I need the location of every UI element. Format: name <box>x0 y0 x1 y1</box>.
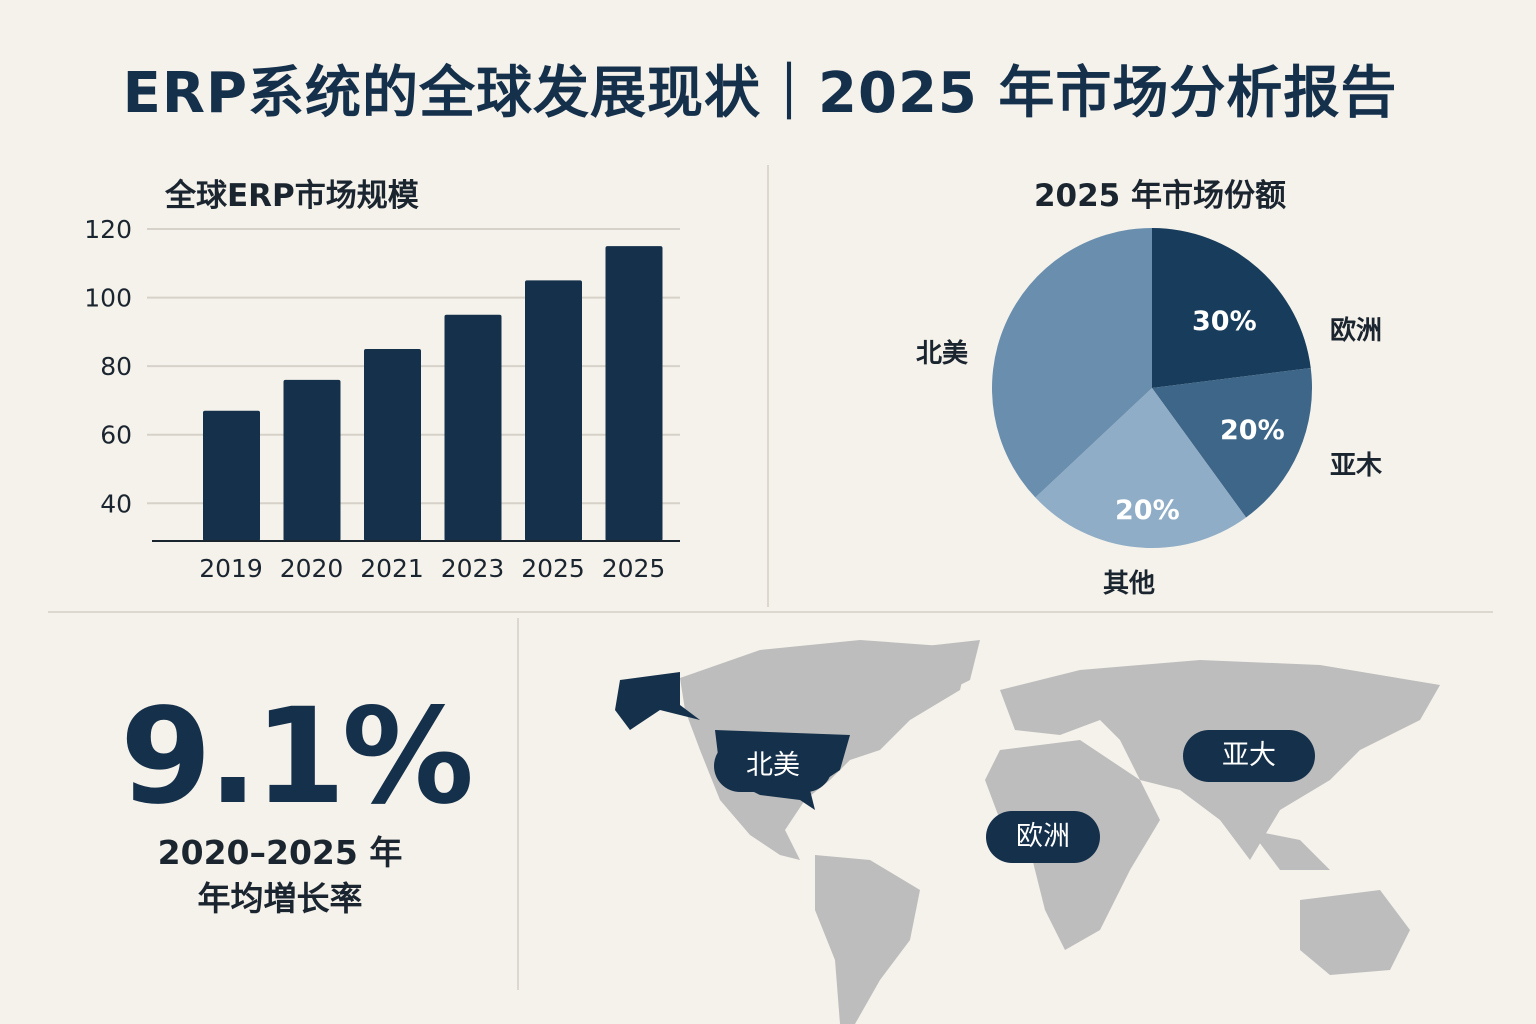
map-pill-north-america: 北美 <box>714 740 832 792</box>
pie-chart <box>992 228 1313 549</box>
pie-label-north-america: 北美 <box>916 339 969 369</box>
bar-chart: 40 60 80 100 120 2019 2020 2021 2023 2025 2025 <box>84 215 680 583</box>
bar <box>444 314 502 541</box>
pie-pct-europe: 30% <box>1192 306 1257 337</box>
bar <box>605 246 663 541</box>
pie-slice <box>1152 367 1313 518</box>
growth-rate-value: 9.1% <box>120 680 474 834</box>
southeast-asia <box>1250 830 1330 870</box>
y-tick-label: 40 <box>100 489 132 518</box>
bar <box>283 379 341 541</box>
pie-label-europe: 欧洲 <box>1330 316 1383 346</box>
y-tick-label: 100 <box>84 284 132 313</box>
vertical-divider <box>767 165 769 607</box>
x-tick-label: 2020 <box>280 554 344 583</box>
pie-slice <box>1152 228 1311 388</box>
pie-chart-title: 2025 年市场份额 <box>1033 178 1287 214</box>
greenland <box>890 640 980 700</box>
growth-period: 2020–2025 年 <box>157 833 403 872</box>
bar <box>364 349 421 541</box>
x-tick-label: 2025 <box>521 554 585 583</box>
x-tick-label: 2025 <box>602 554 666 583</box>
page-title: ERP系统的全球发展现状｜2025 年市场分析报告 <box>122 61 1398 126</box>
australia <box>1300 890 1410 975</box>
x-tick-label: 2023 <box>441 554 505 583</box>
bar-chart-title: 全球ERP市场规模 <box>165 178 419 214</box>
x-tick-label: 2019 <box>199 554 263 583</box>
pie-label-apac: 亚木 <box>1330 451 1383 481</box>
bar <box>203 410 260 541</box>
pie-pct-apac: 20% <box>1220 415 1285 446</box>
pie-slice <box>1035 388 1247 549</box>
y-tick-label: 60 <box>100 421 132 450</box>
growth-label: 年均増长率 <box>197 879 363 918</box>
x-tick-label: 2021 <box>360 554 424 583</box>
south-america <box>815 855 920 1024</box>
y-tick-label: 80 <box>100 352 132 381</box>
pie-pct-other: 20% <box>1115 495 1180 526</box>
map-pill-europe: 欧洲 <box>986 811 1100 863</box>
y-tick-label: 120 <box>84 215 132 244</box>
horizontal-divider <box>48 611 1493 613</box>
pie-slice <box>992 228 1152 498</box>
alaska <box>615 672 700 730</box>
map-pill-asia: 亚大 <box>1183 730 1315 782</box>
pie-label-other: 其他 <box>1103 569 1156 599</box>
vertical-divider-bottom <box>517 618 519 990</box>
bar <box>525 280 582 541</box>
